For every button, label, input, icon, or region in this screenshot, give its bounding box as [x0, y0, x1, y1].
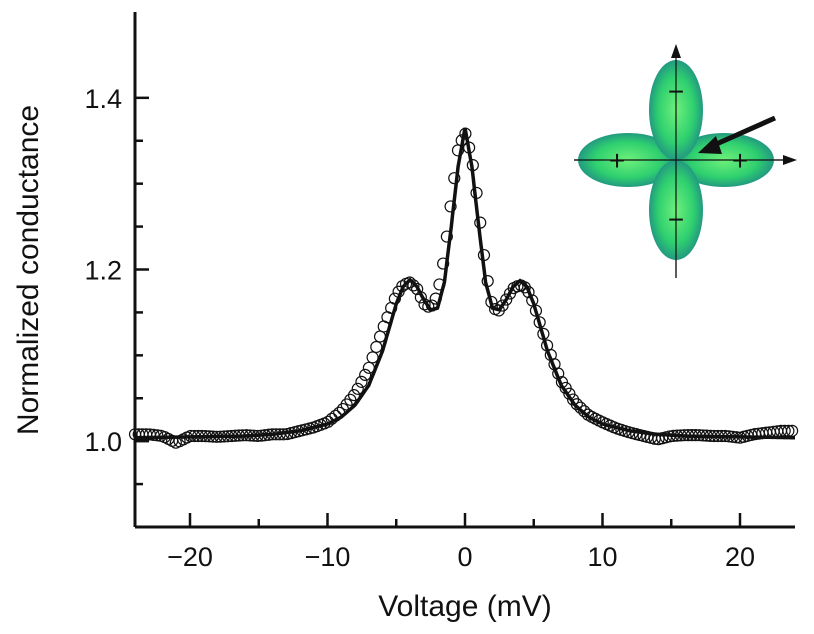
x-tick-label: −10: [305, 542, 351, 572]
inset-arrow-head: [698, 136, 722, 154]
y-tick-labels: 1.0 1.2 1.4: [84, 84, 122, 457]
x-tick-labels: −20 −10 0 10 20: [167, 542, 755, 572]
x-tick-label: 0: [457, 542, 472, 572]
sign-bottom: −: [668, 204, 684, 235]
data-point: [347, 389, 361, 402]
data-point: [403, 276, 416, 289]
y-tick-label: 1.4: [84, 84, 122, 114]
data-point: [574, 401, 587, 414]
data-point: [500, 293, 513, 306]
inset-orbital-diagram: + + − −: [574, 44, 797, 278]
fit-line: [135, 127, 795, 440]
inset-vertical-arrowhead: [671, 44, 681, 58]
x-axis-title: Voltage (mV): [378, 590, 551, 623]
sign-left: +: [609, 145, 625, 176]
data-point: [151, 429, 164, 442]
inset-arrow-shaft: [710, 115, 777, 149]
data-point: [448, 172, 461, 185]
x-tick-label: −20: [167, 542, 213, 572]
data-point: [570, 398, 583, 411]
data-point: [407, 279, 420, 292]
sign-top: −: [668, 76, 684, 107]
y-axis-title: Normalized conductance: [12, 105, 45, 435]
data-point: [351, 382, 364, 395]
sign-right: +: [732, 145, 748, 176]
y-tick-label: 1.2: [84, 256, 122, 286]
data-point: [437, 257, 450, 270]
data-point: [355, 375, 368, 388]
data-point: [411, 282, 424, 296]
y-tick-label: 1.0: [84, 427, 122, 457]
x-ticks: [188, 513, 742, 527]
x-tick-label: 10: [587, 542, 617, 572]
data-point: [440, 230, 453, 243]
data-point: [359, 368, 372, 382]
data-point: [444, 200, 457, 213]
data-point: [366, 351, 379, 364]
x-tick-label: 20: [725, 542, 755, 572]
data-point: [370, 340, 383, 354]
y-ticks: [135, 96, 149, 529]
fit-curve: [135, 127, 795, 440]
data-point: [496, 299, 509, 312]
